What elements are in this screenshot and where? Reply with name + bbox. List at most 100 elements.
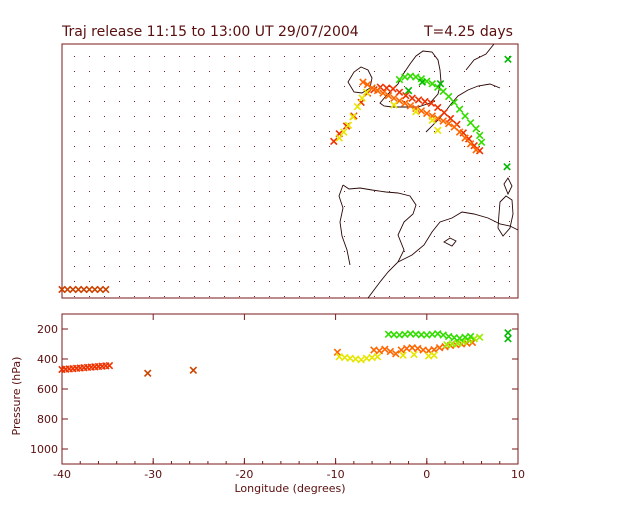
grid-dot	[464, 101, 465, 102]
grid-dot	[194, 101, 195, 102]
grid-dot	[509, 221, 510, 222]
grid-dot	[89, 161, 90, 162]
grid-dot	[404, 191, 405, 192]
grid-dot	[134, 266, 135, 267]
map-trajectory-marker	[455, 105, 464, 113]
grid-dot	[269, 266, 270, 267]
grid-dot	[404, 296, 405, 297]
grid-dot	[89, 71, 90, 72]
grid-dot	[134, 251, 135, 252]
grid-dot	[194, 281, 195, 282]
grid-dot	[344, 206, 345, 207]
pressure-trajectory-marker	[381, 345, 389, 354]
map-trajectory-marker	[390, 94, 398, 102]
grid-dot	[134, 116, 135, 117]
grid-dot	[269, 161, 270, 162]
map-trajectory-marker	[349, 113, 357, 121]
grid-dot	[239, 56, 240, 57]
grid-dot	[89, 131, 90, 132]
grid-dot	[479, 251, 480, 252]
grid-dot	[209, 161, 210, 162]
grid-dot	[194, 71, 195, 72]
grid-dot	[209, 146, 210, 147]
map-trajectory-marker	[330, 137, 338, 146]
grid-dot	[119, 176, 120, 177]
grid-dot	[209, 266, 210, 267]
map-trajectory-marker	[96, 285, 105, 294]
grid-dot	[89, 266, 90, 267]
grid-dot	[119, 296, 120, 297]
grid-dot	[149, 206, 150, 207]
grid-dot	[344, 176, 345, 177]
grid-dot	[119, 131, 120, 132]
grid-dot	[449, 56, 450, 57]
map-grid	[74, 56, 510, 297]
pressure-trajectory-marker	[430, 345, 438, 354]
grid-dot	[329, 296, 330, 297]
grid-dot	[134, 191, 135, 192]
grid-dot	[299, 266, 300, 267]
grid-dot	[344, 71, 345, 72]
grid-dot	[134, 236, 135, 237]
grid-dot	[344, 221, 345, 222]
grid-dot	[134, 296, 135, 297]
grid-dot	[74, 146, 75, 147]
map-trajectory-marker	[363, 80, 372, 89]
grid-dot	[494, 236, 495, 237]
grid-dot	[479, 116, 480, 117]
grid-dot	[74, 206, 75, 207]
grid-dot	[74, 251, 75, 252]
grid-dot	[344, 101, 345, 102]
grid-dot	[134, 71, 135, 72]
grid-dot	[134, 176, 135, 177]
map-trajectory-marker	[433, 126, 442, 135]
grid-dot	[119, 116, 120, 117]
grid-dot	[74, 56, 75, 57]
grid-dot	[494, 266, 495, 267]
grid-dot	[494, 296, 495, 297]
grid-dot	[209, 191, 210, 192]
grid-dot	[404, 101, 405, 102]
grid-dot	[209, 176, 210, 177]
grid-dot	[359, 281, 360, 282]
y-axis-label: Pressure (hPa)	[10, 357, 23, 436]
grid-dot	[164, 221, 165, 222]
map-trajectory-marker	[450, 98, 458, 107]
grid-dot	[434, 131, 435, 132]
map-trajectory-marker	[446, 114, 455, 123]
grid-dot	[119, 146, 120, 147]
grid-dot	[464, 251, 465, 252]
grid-dot	[224, 176, 225, 177]
grid-dot	[299, 251, 300, 252]
grid-dot	[329, 266, 330, 267]
grid-dot	[314, 101, 315, 102]
scandinavia-coast	[465, 43, 495, 71]
pressure-trajectory-marker	[357, 355, 365, 364]
grid-dot	[449, 251, 450, 252]
grid-dot	[269, 206, 270, 207]
pressure-trajectory-marker	[504, 334, 512, 343]
grid-dot	[299, 191, 300, 192]
grid-dot	[344, 116, 345, 117]
grid-dot	[374, 116, 375, 117]
grid-dot	[494, 86, 495, 87]
grid-dot	[119, 56, 120, 57]
pressure-trajectory-marker	[468, 338, 477, 347]
grid-dot	[74, 281, 75, 282]
grid-dot	[134, 86, 135, 87]
grid-dot	[299, 131, 300, 132]
grid-dot	[434, 281, 435, 282]
grid-dot	[284, 116, 285, 117]
grid-dot	[224, 251, 225, 252]
grid-dot	[284, 206, 285, 207]
grid-dot	[479, 236, 480, 237]
grid-dot	[419, 71, 420, 72]
grid-dot	[419, 161, 420, 162]
grid-dot	[374, 56, 375, 57]
map-trajectory-marker	[74, 285, 83, 294]
grid-dot	[389, 296, 390, 297]
grid-dot	[359, 131, 360, 132]
grid-dot	[74, 236, 75, 237]
map-trajectory-marker	[418, 78, 427, 86]
